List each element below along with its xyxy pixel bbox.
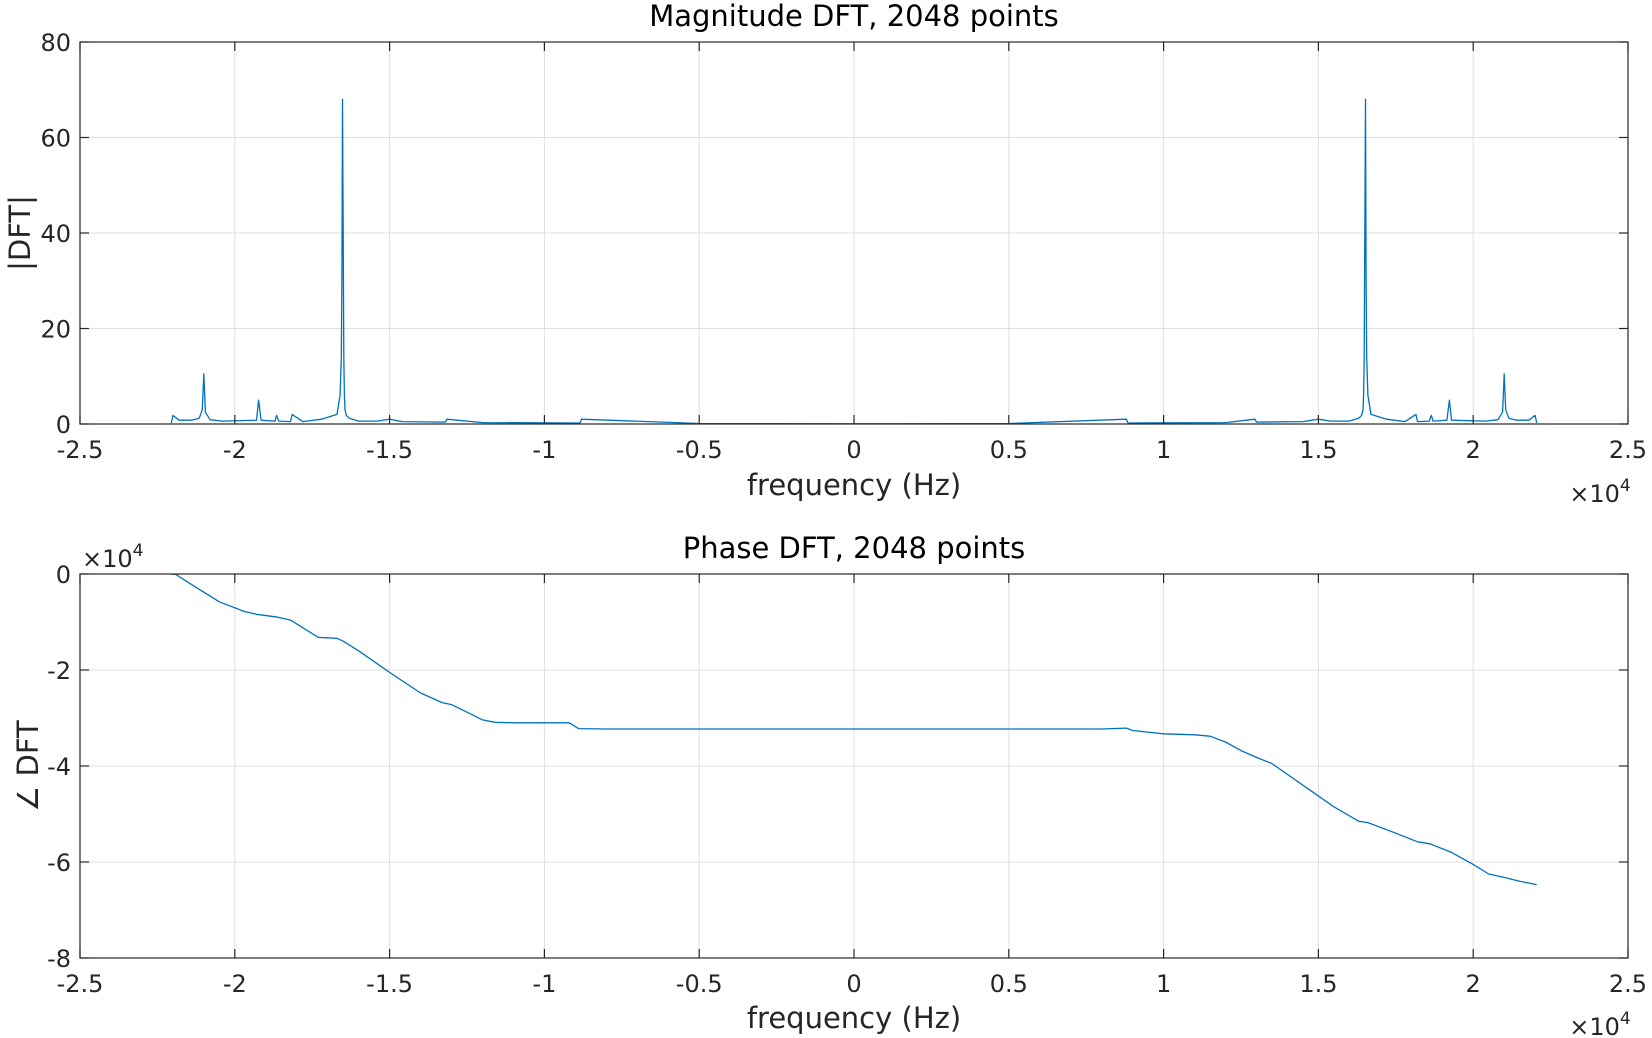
magnitude-x-tick-label: 1.5 [1299, 436, 1337, 464]
phase-x-tick-label: -2 [223, 970, 247, 998]
phase-y-tick-label: 0 [56, 561, 71, 589]
magnitude-x-tick-label: -2.5 [57, 436, 104, 464]
magnitude-x-tick-label: -2 [223, 436, 247, 464]
magnitude-y-axis-label: |DFT| [3, 195, 37, 271]
magnitude-x-tick-label: 2.5 [1609, 436, 1647, 464]
magnitude-x-tick-label: -1 [532, 436, 556, 464]
phase-y-multiplier: ×104 [82, 541, 143, 573]
phase-x-tick-label: -0.5 [676, 970, 723, 998]
magnitude-plot: Magnitude DFT, 2048 points -2.5 -2 -1.5 -1 -… [3, 0, 1647, 508]
phase-plot: Phase DFT, 2048 points -2.5 -2 -1.5 -1 -0.5 0… [11, 531, 1647, 1038]
magnitude-y-tick-label: 20 [40, 316, 71, 344]
magnitude-y-tick-label: 60 [40, 125, 71, 153]
phase-y-tick-label: -6 [47, 849, 71, 877]
phase-y-tick-label: -8 [47, 945, 71, 973]
magnitude-y-tick-label: 40 [40, 220, 71, 248]
phase-x-tick-label: 2.5 [1609, 970, 1647, 998]
phase-chart-title: Phase DFT, 2048 points [683, 531, 1026, 565]
phase-x-tick-label: 0.5 [990, 970, 1028, 998]
phase-series-line [171, 573, 1537, 886]
phase-x-multiplier: ×104 [1569, 1009, 1630, 1038]
phase-x-tick-label: 2 [1466, 970, 1481, 998]
phase-x-tick-label: -1.5 [366, 970, 413, 998]
magnitude-x-tick-label: -1.5 [366, 436, 413, 464]
magnitude-y-tick-label: 0 [56, 411, 71, 439]
phase-x-tick-label: 1.5 [1299, 970, 1337, 998]
magnitude-x-tick-label: 0 [846, 436, 861, 464]
phase-x-tick-label: -1 [532, 970, 556, 998]
phase-x-tick-label: -2.5 [57, 970, 104, 998]
magnitude-x-tick-label: 0.5 [990, 436, 1028, 464]
magnitude-x-tick-label: 2 [1466, 436, 1481, 464]
phase-y-tick-label: -4 [47, 753, 71, 781]
phase-x-tick-label: 1 [1156, 970, 1171, 998]
magnitude-y-tick-label: 80 [40, 29, 71, 57]
magnitude-x-axis-label: frequency (Hz) [747, 468, 961, 502]
phase-x-axis-label: frequency (Hz) [747, 1001, 961, 1035]
phase-y-axis-label: ∠ DFT [11, 720, 45, 812]
phase-x-tick-label: 0 [846, 970, 861, 998]
phase-y-tick-label: -2 [47, 657, 71, 685]
magnitude-x-tick-label: -0.5 [676, 436, 723, 464]
magnitude-x-multiplier: ×104 [1569, 476, 1630, 508]
magnitude-x-tick-label: 1 [1156, 436, 1171, 464]
magnitude-chart-title: Magnitude DFT, 2048 points [649, 0, 1059, 33]
